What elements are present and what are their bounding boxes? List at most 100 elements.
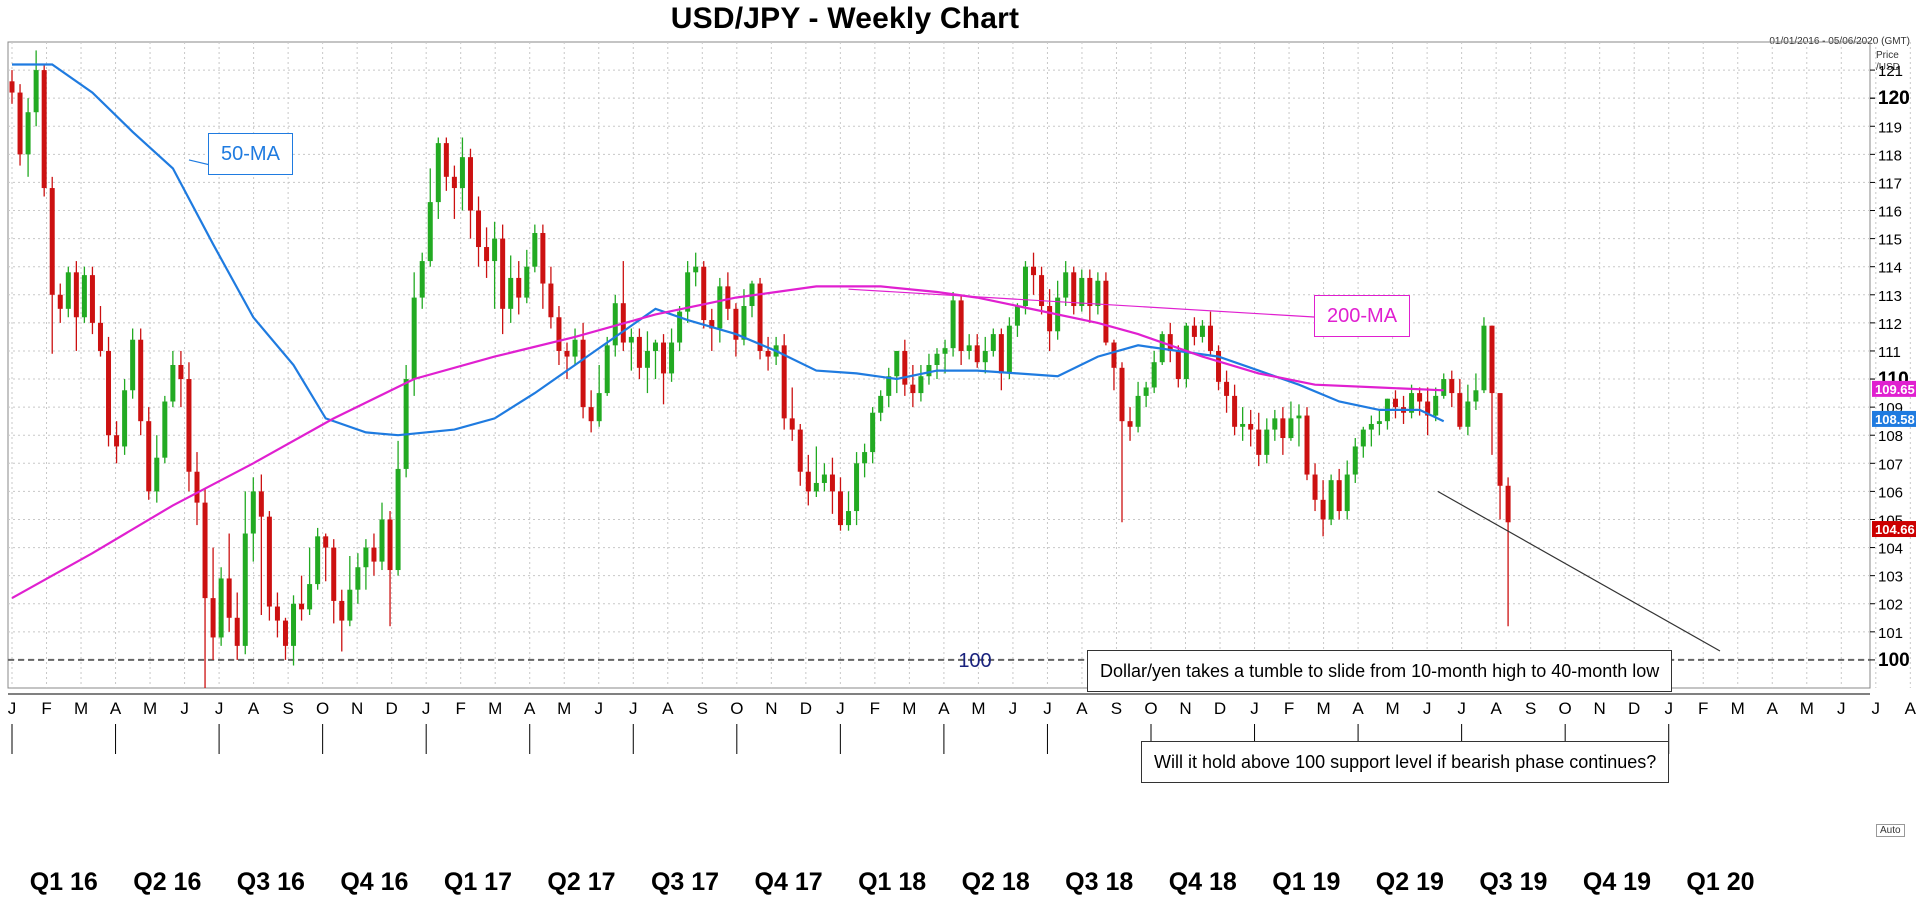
candle-up (685, 261, 691, 323)
candle-down (1336, 468, 1342, 520)
candle-down (1505, 477, 1511, 627)
candle-body (644, 350, 650, 368)
candle-body (910, 384, 916, 394)
month-label: J (1423, 699, 1432, 718)
candle-down (17, 84, 23, 166)
candle-down (1039, 266, 1045, 315)
candle-body (1224, 381, 1230, 396)
candle-body (435, 143, 441, 203)
candle-body (1505, 485, 1511, 523)
month-label: F (41, 699, 51, 718)
candle-body (419, 261, 425, 298)
candle-down (829, 457, 835, 514)
candle-up (130, 328, 136, 399)
candle-body (1304, 415, 1310, 475)
candle-up (81, 266, 87, 323)
candle-body (797, 429, 803, 472)
candle-body (934, 353, 940, 365)
candle-body (894, 350, 900, 377)
candle-down (540, 224, 546, 309)
candle-body (1039, 275, 1045, 307)
candle-body (122, 390, 128, 447)
candle-down (443, 137, 449, 191)
candle-up (644, 331, 650, 394)
candles (9, 50, 1511, 688)
quarter-label: Q1 16 (29, 868, 98, 896)
candle-body (1425, 401, 1431, 416)
candle-body (9, 81, 15, 93)
candle-body (1417, 393, 1423, 402)
candle-body (1457, 393, 1463, 427)
candle-body (1111, 342, 1117, 368)
candle-up (307, 547, 313, 615)
candle-body (837, 491, 843, 526)
candle-up (419, 252, 425, 309)
candle-body (57, 294, 63, 309)
candle-body (1449, 379, 1455, 394)
candle-body (1047, 306, 1053, 332)
candle-body (1473, 390, 1479, 402)
candle-up (572, 328, 578, 365)
candle-down (701, 261, 707, 329)
y-tick-major: 100 (1878, 650, 1910, 671)
candle-body (942, 348, 948, 354)
month-label: A (524, 699, 536, 718)
candle-up (878, 390, 884, 422)
candle-up (821, 463, 827, 492)
candle-up (427, 168, 433, 267)
candle-down (620, 261, 626, 351)
candle-up (363, 539, 369, 590)
candle-body (1376, 421, 1382, 424)
last-price-tag-bg (1872, 521, 1916, 538)
month-label: J (215, 699, 224, 718)
candle-body (106, 350, 112, 436)
candle-body (1087, 277, 1093, 307)
candle-body (114, 435, 120, 447)
candle-body (588, 407, 594, 422)
candle-up (950, 291, 956, 357)
candle-body (1151, 362, 1157, 388)
candle-body (540, 232, 546, 284)
y-tick: 114 (1878, 260, 1902, 277)
candle-body (1199, 325, 1205, 337)
ma50-line (12, 63, 1445, 437)
candle-up (508, 255, 514, 323)
candle-body (982, 350, 988, 363)
quarter-label: Q1 17 (443, 868, 512, 896)
month-label: M (971, 699, 985, 718)
candle-body (1368, 423, 1374, 430)
candle-down (467, 148, 473, 239)
month-label: A (248, 699, 260, 718)
y-tick: 118 (1878, 147, 1902, 164)
candle-body (757, 283, 763, 351)
candle-body (467, 157, 473, 211)
candle-down (178, 350, 184, 408)
candle-down (902, 339, 908, 396)
candle-body (363, 547, 369, 568)
candle-body (990, 334, 996, 351)
candle-down (1449, 370, 1455, 408)
candle-down (274, 592, 280, 638)
candle-up (990, 328, 996, 357)
month-label: S (1525, 699, 1536, 718)
support-label: 100 (958, 650, 991, 672)
candle-down (636, 328, 642, 380)
candle-up (492, 221, 498, 309)
candle-body (427, 202, 433, 262)
candle-body (1352, 446, 1358, 475)
candle-up (1006, 317, 1012, 380)
month-label: N (1179, 699, 1191, 718)
candle-up (532, 224, 538, 273)
candle-down (1167, 322, 1173, 363)
candle-up (1441, 373, 1447, 399)
candle-down (331, 539, 337, 624)
candle-down (41, 64, 47, 197)
y-tick: 119 (1878, 119, 1902, 136)
candle-down (97, 306, 103, 357)
candle-down (757, 277, 763, 360)
candle-body (1031, 266, 1037, 276)
candle-body (170, 365, 176, 402)
auto-scale-button[interactable]: Auto (1876, 824, 1905, 837)
candle-up (1409, 384, 1415, 419)
